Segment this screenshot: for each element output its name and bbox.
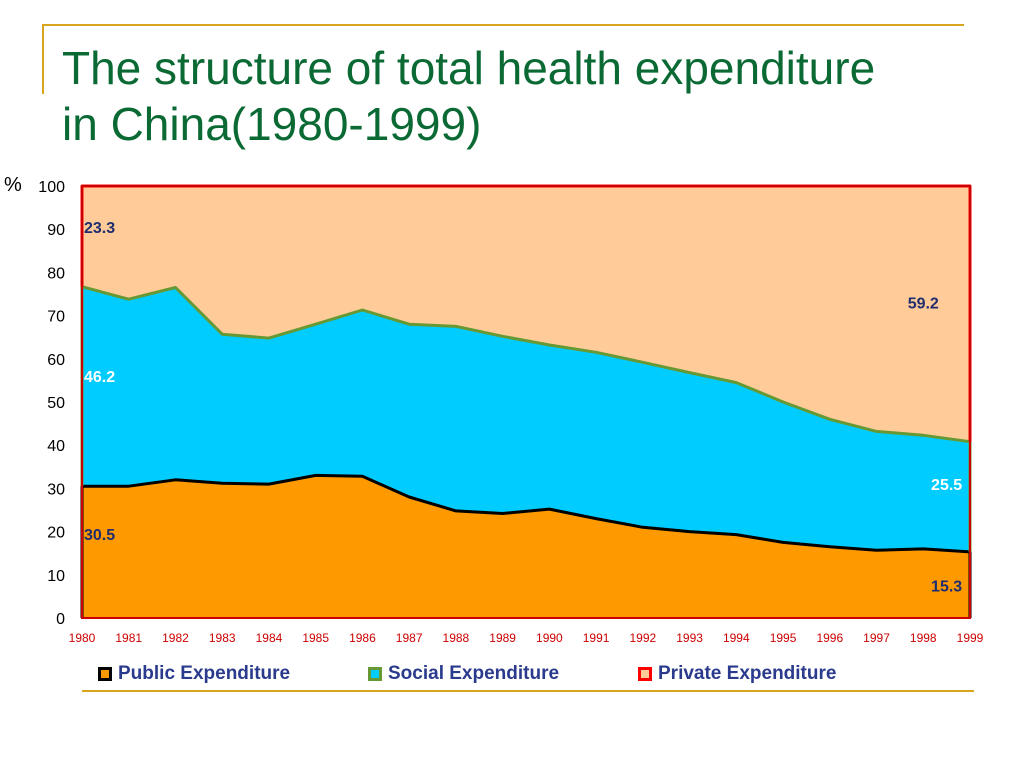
y-tick-label: 100: [38, 179, 65, 196]
x-tick-label: 1985: [302, 631, 329, 645]
area-public-expenditure: [82, 475, 970, 618]
legend-item-public-expenditure: Public Expenditure: [98, 663, 290, 685]
bottom-rule: [82, 690, 974, 692]
x-tick-label: 1996: [816, 631, 843, 645]
legend-swatch-social: [368, 667, 382, 681]
y-axis-unit-label: %: [4, 174, 22, 196]
y-tick-label: 40: [47, 438, 65, 455]
x-tick-label: 1991: [583, 631, 610, 645]
x-tick-label: 1983: [209, 631, 236, 645]
x-tick-label: 1999: [957, 631, 984, 645]
x-tick-label: 1981: [115, 631, 142, 645]
slide-title: The structure of total health expenditur…: [62, 40, 1002, 152]
left-rule: [42, 24, 44, 94]
x-tick-label: 1982: [162, 631, 189, 645]
line-public-expenditure: [80, 473, 972, 618]
slide-title-line-2: in China(1980-1999): [62, 98, 482, 150]
y-tick-label: 70: [47, 309, 65, 326]
x-tick-label: 1992: [629, 631, 656, 645]
x-tick-label: 1988: [443, 631, 470, 645]
area-private-expenditure: [82, 186, 970, 442]
legend-item-private-expenditure: Private Expenditure: [638, 663, 836, 685]
area-social-expenditure: [82, 286, 970, 552]
y-tick-label: 80: [47, 265, 65, 282]
top-rule: [42, 24, 964, 26]
legend-label-social: Social Expenditure: [388, 663, 560, 684]
chart-legend: Public Expenditure Social Expenditure Pr…: [0, 663, 1024, 689]
x-tick-label: 1987: [396, 631, 423, 645]
x-tick-label: 1994: [723, 631, 750, 645]
data-label: 30.5: [84, 527, 115, 544]
x-tick-label: 1990: [536, 631, 563, 645]
legend-label-public: Public Expenditure: [118, 663, 291, 684]
plot-frame: [81, 185, 971, 619]
data-label: 25.5: [931, 477, 962, 494]
data-label: 23.3: [84, 220, 115, 237]
data-label: 15.3: [931, 579, 962, 596]
slide-title-line-1: The structure of total health expenditur…: [62, 42, 876, 94]
legend-item-social-expenditure: Social Expenditure: [368, 663, 559, 685]
y-tick-label: 90: [47, 222, 65, 239]
x-tick-label: 1995: [770, 631, 797, 645]
data-label: 46.2: [84, 369, 115, 386]
line-social-expenditure: [80, 285, 972, 552]
y-tick-label: 0: [56, 611, 65, 628]
x-tick-label: 1997: [863, 631, 890, 645]
y-tick-label: 60: [47, 352, 65, 369]
legend-label-private: Private Expenditure: [658, 663, 837, 684]
y-tick-label: 30: [47, 481, 65, 498]
x-tick-label: 1986: [349, 631, 376, 645]
legend-swatch-public: [98, 667, 112, 681]
x-tick-label: 1998: [910, 631, 937, 645]
data-label: 59.2: [908, 296, 939, 313]
legend-swatch-private: [638, 667, 652, 681]
y-tick-label: 10: [47, 568, 65, 585]
x-tick-label: 1980: [69, 631, 96, 645]
x-tick-label: 1989: [489, 631, 516, 645]
y-tick-label: 20: [47, 525, 65, 542]
y-tick-label: 50: [47, 395, 65, 412]
x-tick-label: 1993: [676, 631, 703, 645]
x-tick-label: 1984: [256, 631, 283, 645]
